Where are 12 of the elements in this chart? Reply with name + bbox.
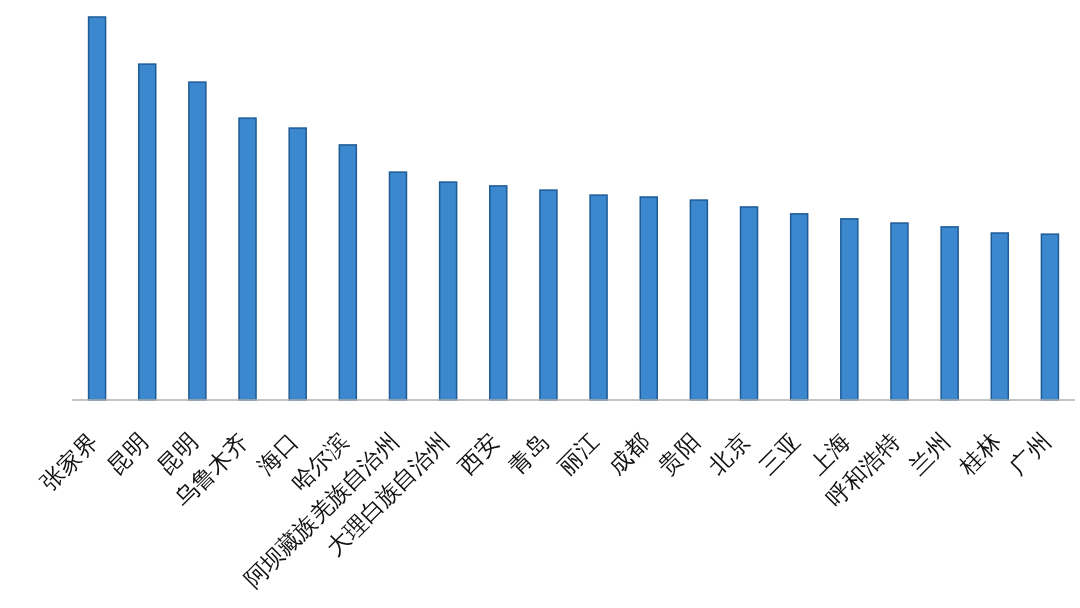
- x-tick-label: 北京: [703, 428, 755, 480]
- x-tick-label: 兰州: [904, 428, 956, 480]
- x-tick-label: 三亚: [753, 428, 805, 480]
- x-tick-label: 西安: [452, 428, 504, 480]
- x-tick-label: 昆明: [101, 428, 153, 480]
- x-tick-label: 张家界: [35, 428, 103, 496]
- x-tick-label: 丽江: [553, 428, 605, 480]
- x-tick-label: 桂林: [953, 428, 1006, 480]
- x-tick-label: 广州: [1004, 428, 1056, 480]
- x-tick-label: 青岛: [503, 428, 554, 480]
- x-tick-label: 贵阳: [653, 428, 705, 480]
- x-tick-label: 成都: [603, 428, 655, 480]
